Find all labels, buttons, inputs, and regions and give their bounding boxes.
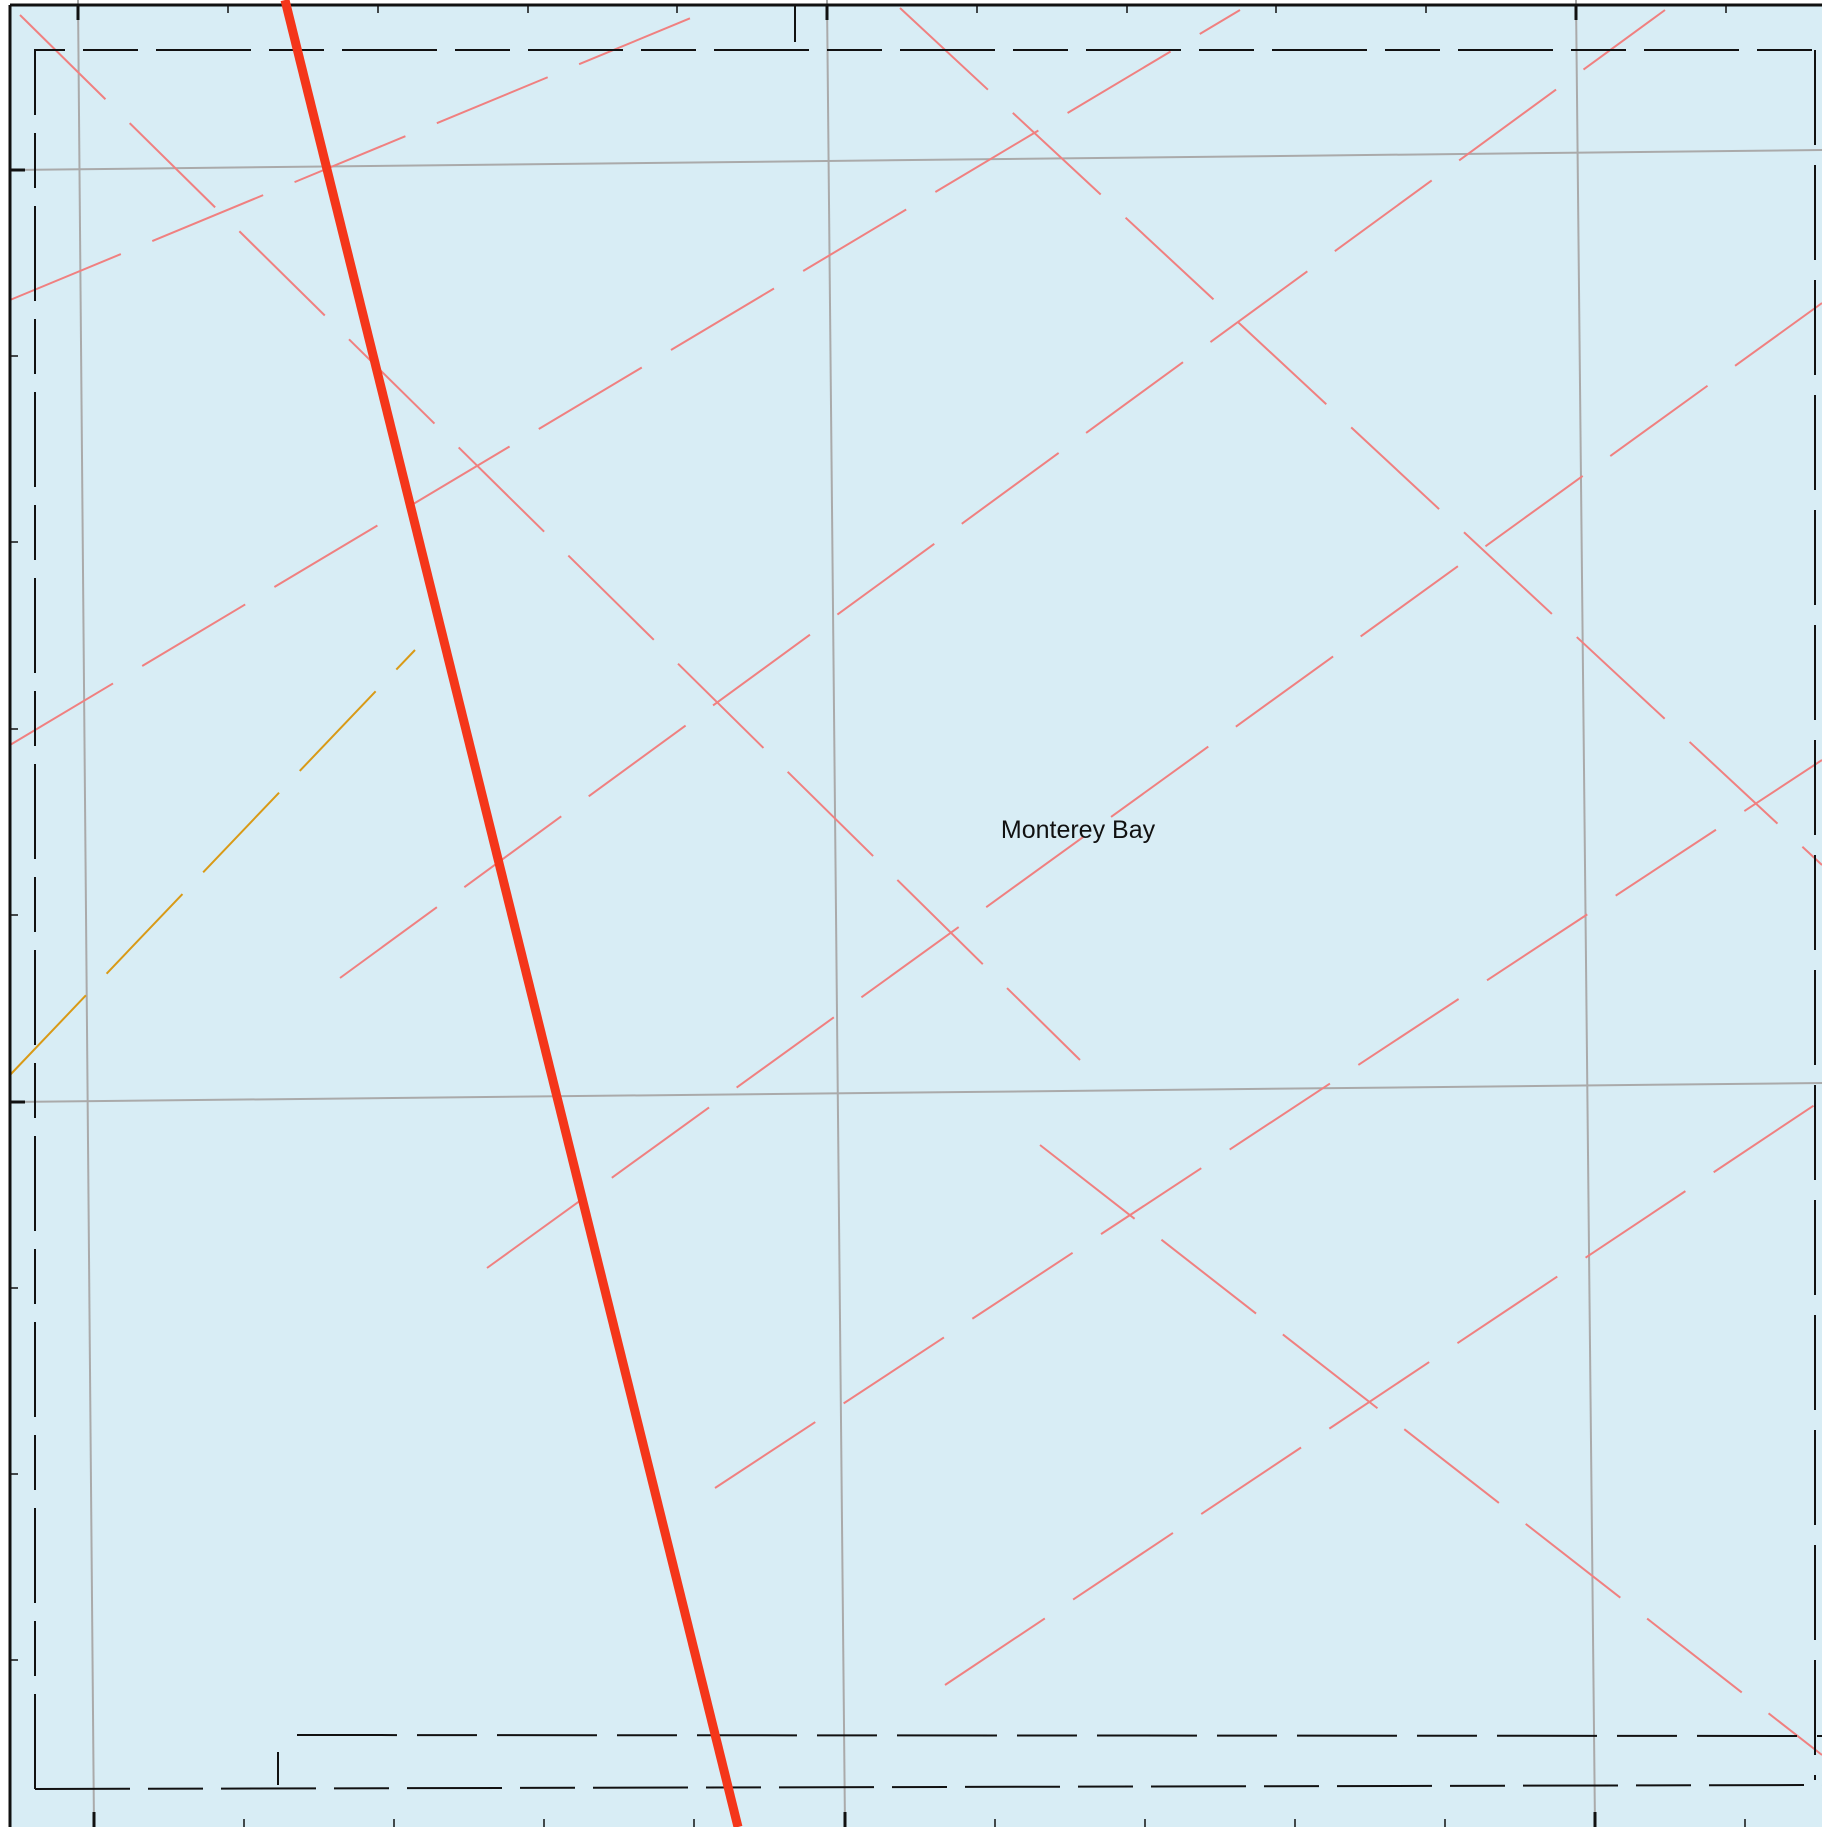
inner-boundary (296, 1734, 1822, 1737)
frame-ticks (10, 5, 1746, 1827)
route-diagonal (19, 14, 1081, 1061)
outer-frame (8, 3, 1822, 1827)
graticule-meridian (1575, 0, 1596, 1827)
graticule-parallel (9, 1082, 1822, 1103)
pink-dashed-routes (9, 7, 1822, 1756)
graticule-parallel (9, 149, 1822, 171)
water-body-label: Monterey Bay (1001, 816, 1156, 844)
amber-dashed-route (9, 649, 416, 1076)
inner-boundary (34, 1784, 1822, 1790)
route-diagonal (486, 302, 1822, 1269)
graticule-meridian (826, 0, 846, 1827)
route-diagonal (714, 759, 1822, 1489)
route-diagonal (899, 7, 1822, 866)
boundary-frames (34, 5, 1822, 1790)
route-diagonal (9, 9, 711, 301)
route-diagonal (944, 1099, 1822, 1686)
water-area (10, 5, 1822, 1827)
route-diagonal (339, 9, 1666, 979)
route-diagonal (1039, 1144, 1822, 1756)
inner-boundary (34, 49, 1822, 1789)
graticule (9, 0, 1822, 1827)
main-red-route[interactable] (280, 0, 743, 1827)
graticule-meridian (77, 0, 95, 1827)
